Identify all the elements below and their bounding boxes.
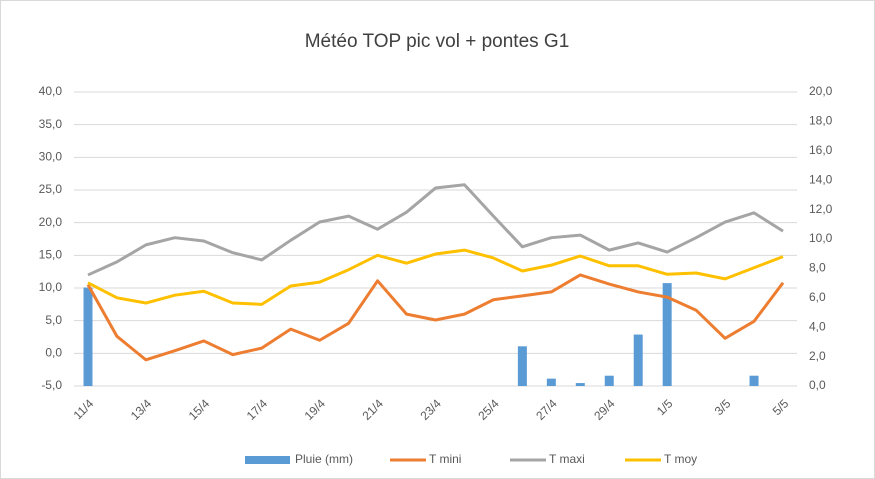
- y2-tick-label: 10,0: [809, 231, 833, 245]
- y-tick-label: 20,0: [39, 215, 63, 229]
- bar: [517, 346, 527, 386]
- y2-tick-label: 8,0: [809, 261, 826, 275]
- y2-tick-label: 14,0: [809, 172, 833, 186]
- bar: [749, 375, 759, 386]
- chart-title: Météo TOP pic vol + pontes G1: [305, 31, 570, 52]
- y2-tick-label: 18,0: [809, 114, 833, 128]
- bar: [83, 287, 93, 386]
- y2-tick-label: 4,0: [809, 319, 826, 333]
- y-tick-label: 35,0: [39, 117, 63, 131]
- y2-tick-label: 20,0: [809, 84, 833, 98]
- legend-label: T maxi: [549, 452, 585, 466]
- y2-tick-label: 12,0: [809, 202, 833, 216]
- y-tick-label: 5,0: [45, 313, 62, 327]
- y2-tick-label: 0,0: [809, 378, 826, 392]
- legend-label: T moy: [664, 452, 697, 466]
- bar: [662, 283, 672, 386]
- y-tick-label: -5,0: [41, 378, 62, 392]
- legend-label: Pluie (mm): [295, 452, 353, 466]
- y-tick-label: 15,0: [39, 248, 63, 262]
- bar: [575, 383, 585, 386]
- y-tick-label: 40,0: [39, 84, 63, 98]
- y-tick-label: 30,0: [39, 150, 63, 164]
- bar: [546, 378, 556, 386]
- line: [87, 183, 784, 277]
- legend-swatch: [245, 456, 290, 464]
- y2-tick-label: 6,0: [809, 290, 826, 304]
- y-tick-label: 25,0: [39, 182, 63, 196]
- y-tick-label: 0,0: [45, 346, 62, 360]
- y-tick-label: 10,0: [39, 280, 63, 294]
- bar: [604, 375, 614, 386]
- legend-label: T mini: [429, 452, 461, 466]
- line: [87, 248, 784, 306]
- bar: [633, 334, 643, 386]
- y2-tick-label: 16,0: [809, 143, 833, 157]
- line: [86, 273, 785, 362]
- y2-tick-label: 2,0: [809, 349, 826, 363]
